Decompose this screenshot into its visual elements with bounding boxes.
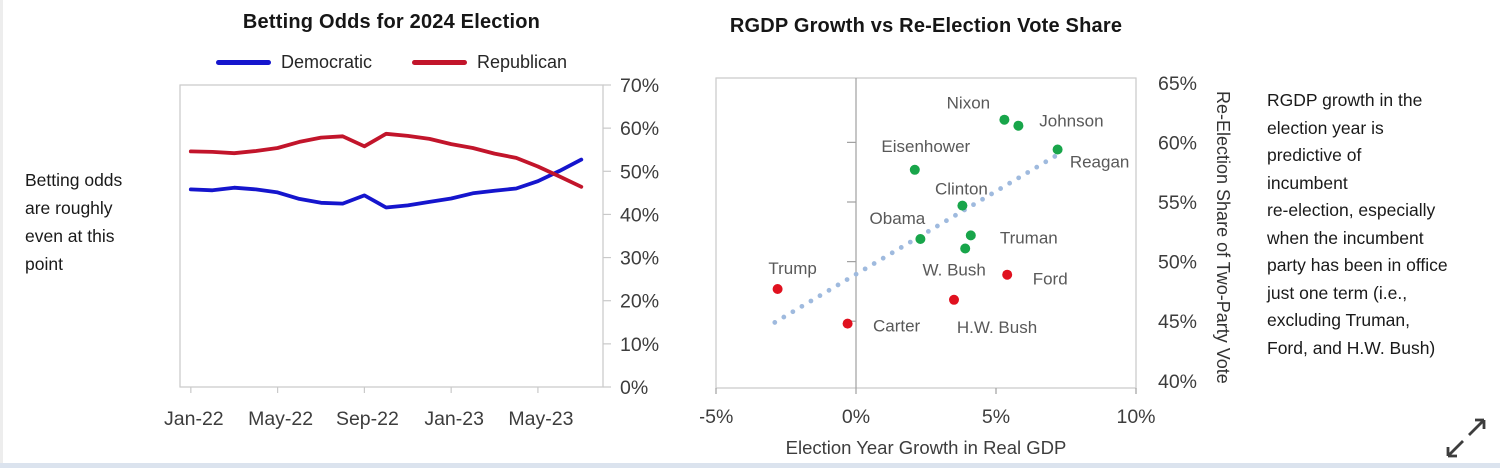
y-tick-label: 50% (620, 161, 659, 183)
scatter-point-johnson (1013, 120, 1024, 131)
y-tick-label: 45% (1158, 311, 1197, 333)
scatter-y-axis-label: Re-Election Share of Two-Party Vote (1213, 91, 1233, 384)
left-edge-border (0, 0, 3, 468)
scatter-point-nixon (999, 114, 1010, 125)
scatter-point-obama (915, 234, 926, 244)
point-label: Nixon (947, 94, 990, 113)
rgdp-note-text: RGDP growth in the election year is pred… (1267, 90, 1448, 358)
bottom-strip (0, 463, 1500, 468)
x-tick-label: Jan-22 (164, 408, 224, 430)
y-tick-label: 55% (1158, 192, 1197, 214)
legend-item-democratic: Democratic (215, 52, 372, 73)
point-label: H.W. Bush (957, 318, 1037, 337)
scatter-point-h-w-bush (949, 294, 959, 305)
point-label: Obama (870, 209, 926, 228)
point-label: Ford (1033, 270, 1068, 289)
x-tick-label: May-23 (508, 408, 573, 430)
scatter-point-w-bush (960, 243, 971, 254)
plot-frame (715, 77, 1137, 389)
x-tick-label: 0% (842, 406, 870, 428)
scatter-point-ford (1002, 269, 1013, 280)
x-tick-label: Sep-22 (336, 408, 399, 430)
point-label: Eisenhower (881, 137, 970, 156)
democratic-line-swatch (215, 60, 271, 65)
scatter-point-carter (842, 318, 853, 329)
point-label: Trump (768, 259, 817, 278)
x-tick-label: -5% (700, 406, 733, 428)
betting-odds-title: Betting Odds for 2024 Election (242, 11, 541, 33)
y-tick-label: 20% (620, 291, 659, 313)
y-tick-label: 10% (620, 334, 659, 356)
y-tick-label: 40% (1158, 371, 1197, 393)
point-label: Clinton (935, 180, 988, 199)
x-tick-label: May-22 (248, 408, 313, 430)
point-label: Reagan (1070, 153, 1130, 172)
y-tick-label: 60% (620, 118, 659, 140)
y-tick-label: 60% (1158, 132, 1197, 154)
y-tick-label: 65% (1158, 73, 1197, 95)
betting-odds-annotation: Betting odds are roughly even at this po… (25, 170, 123, 274)
scatter-point-truman (965, 230, 976, 241)
scatter-point-reagan (1052, 144, 1063, 155)
expand-icon[interactable] (1440, 410, 1492, 462)
rgdp-scatter-chart: -5% 0% 5% 10% 65% 60% 55% 50% 45% 40% Nixon Johnson… (700, 73, 1197, 428)
betting-odds-legend: Democratic Republican (180, 52, 603, 73)
x-tick-label: 5% (982, 406, 1010, 428)
point-label: W. Bush (923, 261, 986, 280)
y-tick-label: 50% (1158, 252, 1197, 274)
legend-label-republican: Republican (476, 52, 568, 72)
scatter-point-eisenhower (909, 164, 920, 175)
line-series-democratic (188, 157, 584, 210)
y-tick-label: 0% (620, 377, 648, 399)
y-tick-label: 40% (620, 204, 659, 226)
y-tick-label: 30% (620, 248, 659, 270)
legend-item-republican: Republican (411, 52, 568, 73)
scatter-x-axis-label: Election Year Growth in Real GDP (785, 437, 1067, 458)
rgdp-scatter-title: RGDP Growth vs Re-Election Vote Share (729, 15, 1123, 37)
betting-odds-line-chart: 0% 10% 20% 30% 40% 50% 60% 70% Jan-22 May-22 Sep-2… (164, 75, 659, 430)
plot-frame (179, 84, 604, 388)
line-series-republican (188, 131, 584, 189)
republican-line-swatch (411, 60, 467, 65)
x-tick-label: Jan-23 (424, 408, 484, 430)
scatter-point-trump (772, 284, 783, 294)
point-label: Truman (1000, 228, 1058, 247)
point-label: Johnson (1039, 112, 1103, 131)
x-tick-label: 10% (1116, 406, 1155, 428)
legend-label-democratic: Democratic (280, 52, 372, 72)
point-label: Carter (873, 317, 921, 336)
scatter-point-clinton (957, 200, 968, 211)
y-tick-label: 70% (620, 75, 659, 97)
